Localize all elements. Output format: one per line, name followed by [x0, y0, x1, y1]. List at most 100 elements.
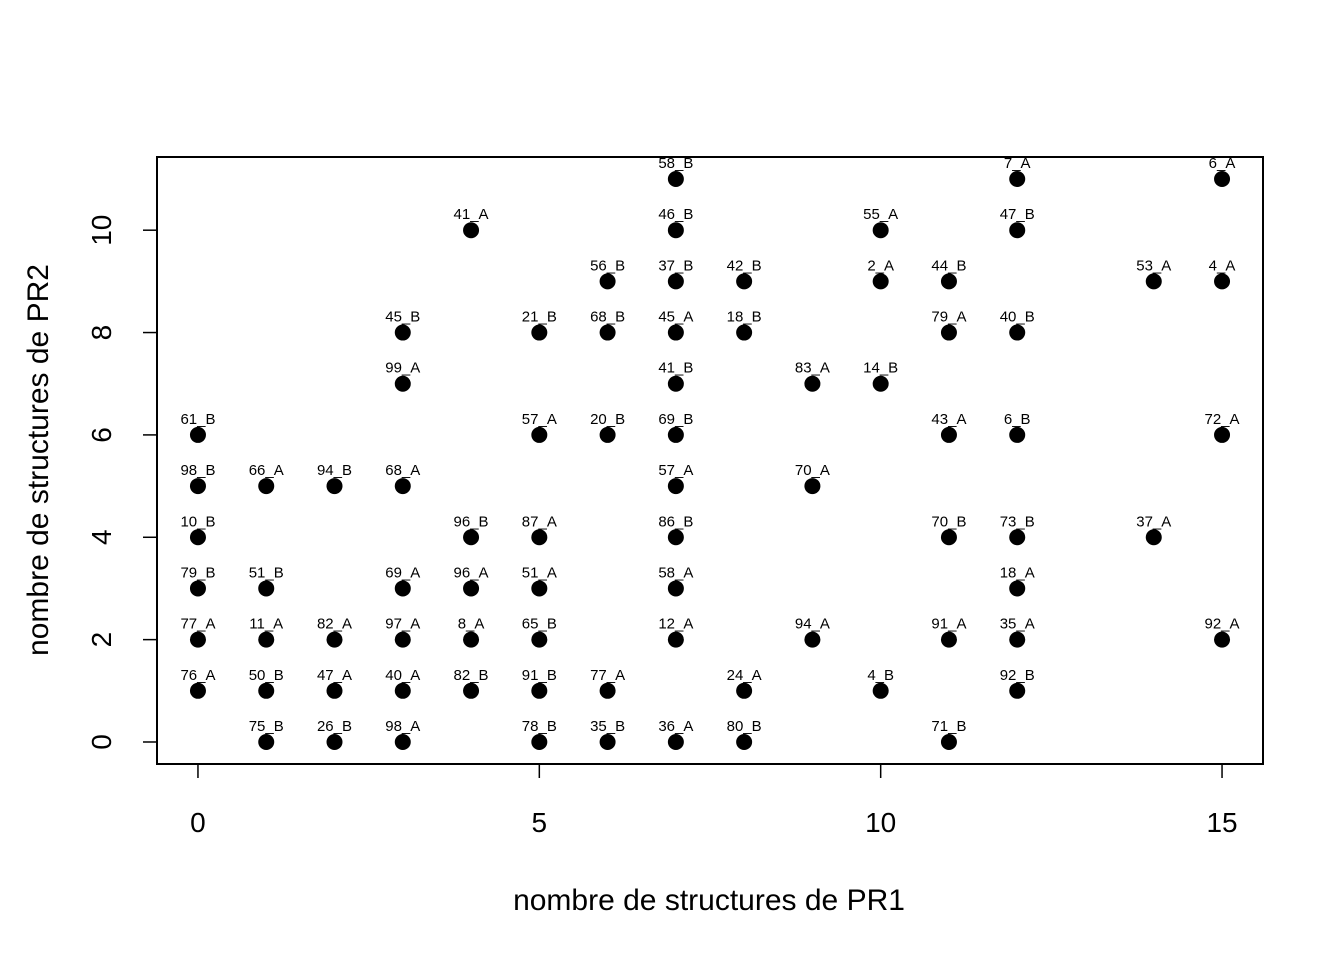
point-label: 6_A: [1209, 155, 1236, 172]
y-axis: 0 2 4 6 8 10: [86, 215, 158, 750]
data-point: [531, 580, 548, 597]
data-point: [940, 631, 957, 648]
data-point: [667, 222, 684, 239]
point-label: 92_B: [1000, 667, 1035, 684]
point-label: 37_B: [658, 257, 693, 274]
point-label: 51_A: [522, 564, 557, 581]
data-point: [258, 682, 275, 699]
data-point: [667, 426, 684, 443]
data-point: [326, 733, 343, 750]
point-label: 71_B: [931, 718, 966, 735]
point-label: 94_A: [795, 616, 830, 633]
data-point: [872, 222, 889, 239]
data-point: [1009, 171, 1026, 188]
data-point: [667, 580, 684, 597]
data-point: [326, 631, 343, 648]
point-label: 21_B: [522, 309, 557, 326]
point-label: 82_A: [317, 616, 352, 633]
point-label: 77_A: [590, 667, 625, 684]
point-label: 91_B: [522, 667, 557, 684]
data-point: [1009, 682, 1026, 699]
data-point: [394, 682, 411, 699]
point-label: 58_A: [658, 564, 693, 581]
point-label: 35_A: [1000, 616, 1035, 633]
point-label: 87_A: [522, 513, 557, 530]
point-label: 26_B: [317, 718, 352, 735]
data-point: [1145, 273, 1162, 290]
data-point: [1214, 426, 1231, 443]
point-label: 82_B: [454, 667, 489, 684]
data-point: [667, 478, 684, 495]
data-point: [736, 273, 753, 290]
data-point: [667, 324, 684, 341]
data-point: [258, 733, 275, 750]
point-label: 11_A: [249, 616, 283, 633]
data-point: [189, 631, 206, 648]
data-point: [531, 529, 548, 546]
data-point: [667, 171, 684, 188]
data-point: [736, 682, 753, 699]
data-point: [599, 682, 616, 699]
point-label: 73_B: [1000, 513, 1035, 530]
point-label: 37_A: [1136, 513, 1171, 530]
data-point: [1009, 426, 1026, 443]
point-label: 83_A: [795, 360, 830, 377]
point-label: 91_A: [931, 616, 966, 633]
data-point: [189, 682, 206, 699]
data-point: [189, 529, 206, 546]
data-point: [463, 682, 480, 699]
point-label: 20_B: [590, 411, 625, 428]
point-label: 69_A: [385, 564, 420, 581]
point-label: 4_A: [1209, 257, 1236, 274]
data-point: [872, 682, 889, 699]
data-point: [599, 273, 616, 290]
point-label: 56_B: [590, 257, 625, 274]
data-point: [736, 324, 753, 341]
point-label: 97_A: [385, 616, 420, 633]
data-point: [463, 580, 480, 597]
data-point: [940, 273, 957, 290]
x-tick-label: 0: [190, 807, 206, 838]
point-label: 10_B: [180, 513, 215, 530]
point-label: 55_A: [863, 206, 898, 223]
data-point: [599, 324, 616, 341]
data-point: [394, 733, 411, 750]
point-label: 70_A: [795, 462, 830, 479]
x-tick-label: 10: [865, 807, 896, 838]
point-label: 65_B: [522, 616, 557, 633]
data-points: [189, 171, 1231, 750]
data-point: [463, 222, 480, 239]
data-point: [531, 426, 548, 443]
data-point: [394, 631, 411, 648]
point-label: 78_B: [522, 718, 557, 735]
point-label: 35_B: [590, 718, 625, 735]
data-point: [872, 375, 889, 392]
y-axis-title: nombre de structures de PR2: [22, 264, 55, 656]
data-point: [940, 733, 957, 750]
data-point: [258, 631, 275, 648]
data-point: [189, 478, 206, 495]
point-label: 76_A: [180, 667, 215, 684]
point-label: 96_A: [454, 564, 489, 581]
point-label: 8_A: [458, 616, 485, 633]
x-tick-label: 5: [532, 807, 548, 838]
data-point: [463, 631, 480, 648]
point-label: 72_A: [1205, 411, 1240, 428]
point-label: 45_A: [658, 309, 693, 326]
point-label: 98_A: [385, 718, 420, 735]
point-label: 36_A: [658, 718, 693, 735]
data-point: [667, 733, 684, 750]
point-label: 66_A: [249, 462, 284, 479]
data-point: [258, 580, 275, 597]
point-label: 68_A: [385, 462, 420, 479]
data-point: [940, 324, 957, 341]
y-tick-label: 8: [86, 325, 117, 341]
point-label: 68_B: [590, 309, 625, 326]
point-label: 45_B: [385, 309, 420, 326]
point-label: 58_B: [658, 155, 693, 172]
point-label: 47_B: [1000, 206, 1035, 223]
point-label: 96_B: [454, 513, 489, 530]
point-label: 18_B: [727, 309, 762, 326]
data-point: [326, 682, 343, 699]
data-point: [736, 733, 753, 750]
